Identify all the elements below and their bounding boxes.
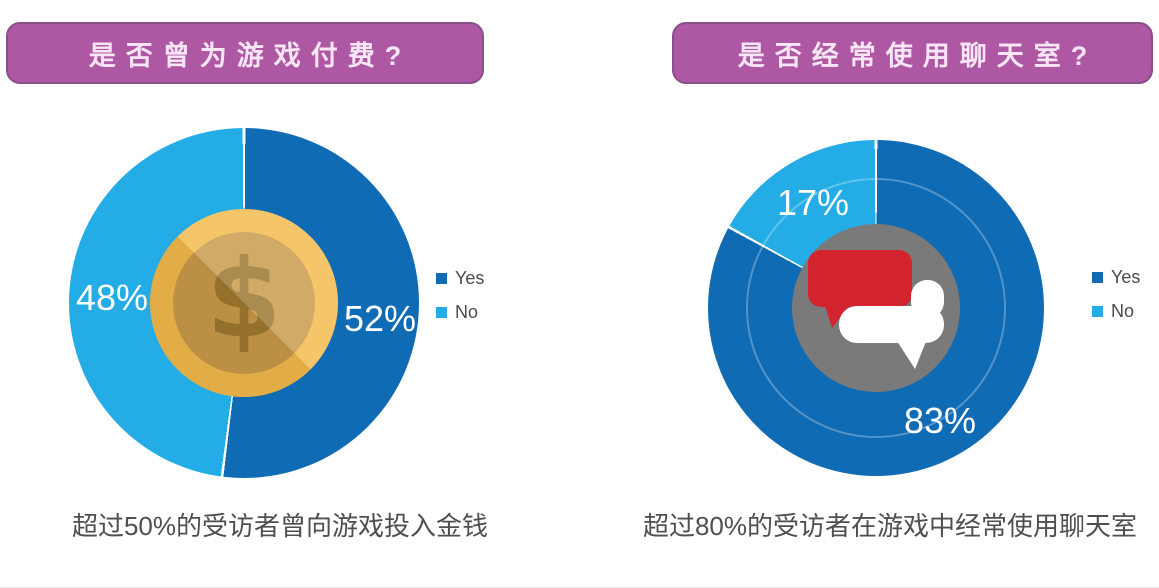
slice-label-no-chatroom: 17%	[776, 182, 850, 223]
chat-bubbles-svg	[792, 224, 960, 392]
legend-chatroom: Yes No	[1092, 266, 1140, 334]
slice-label-yes-chatroom: 83%	[903, 400, 977, 441]
caption-payment: 超过50%的受访者曾向游戏投入金钱	[71, 511, 489, 541]
legend-label-no: No	[455, 301, 479, 322]
pie-chart-chatroom	[708, 140, 1044, 476]
chat-bubbles-icon	[792, 224, 960, 392]
halo-ring	[746, 178, 1006, 438]
legend-payment: Yes No	[436, 267, 484, 335]
legend-item-no: No	[1092, 300, 1140, 322]
slice-label-no-payment: 48%	[75, 277, 149, 318]
red-speech-bubble	[808, 250, 912, 328]
legend-label-yes: Yes	[1111, 266, 1141, 287]
slice-label-yes-payment: 52%	[343, 298, 417, 339]
legend-swatch-yes	[1092, 271, 1103, 283]
legend-label-no: No	[1111, 300, 1135, 321]
legend-swatch-no	[436, 306, 447, 318]
dollar-sign-glyph: $	[206, 237, 282, 362]
white-speech-bubble	[839, 280, 944, 369]
legend-item-yes: Yes	[436, 267, 484, 289]
caption-chatroom: 超过80%的受访者在游戏中经常使用聊天室	[642, 511, 1138, 541]
legend-item-yes: Yes	[1092, 266, 1140, 288]
coin-dollar-icon: $	[150, 209, 338, 397]
question-header-payment: 是否曾为游戏付费?	[6, 22, 484, 84]
pie-chart-payment: $	[69, 128, 419, 478]
legend-swatch-yes	[436, 272, 447, 284]
legend-item-no: No	[436, 301, 484, 323]
legend-swatch-no	[1092, 305, 1103, 317]
question-header-chatroom: 是否经常使用聊天室?	[672, 22, 1153, 84]
legend-label-yes: Yes	[455, 267, 485, 288]
coin-inner-circle: $	[173, 232, 315, 374]
